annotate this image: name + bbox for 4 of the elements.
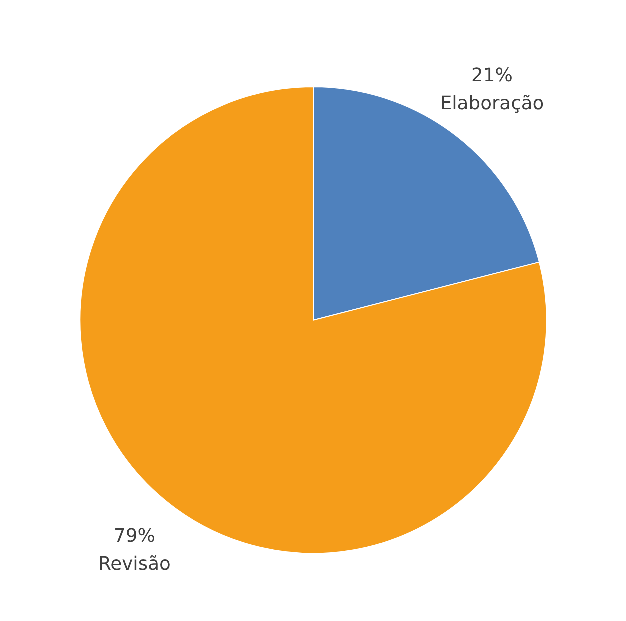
slice-label: Elaboração [440,93,544,114]
data-label: 79% [114,526,156,548]
data-label: 21% [472,66,513,86]
slice-label: Revisão [98,554,171,576]
